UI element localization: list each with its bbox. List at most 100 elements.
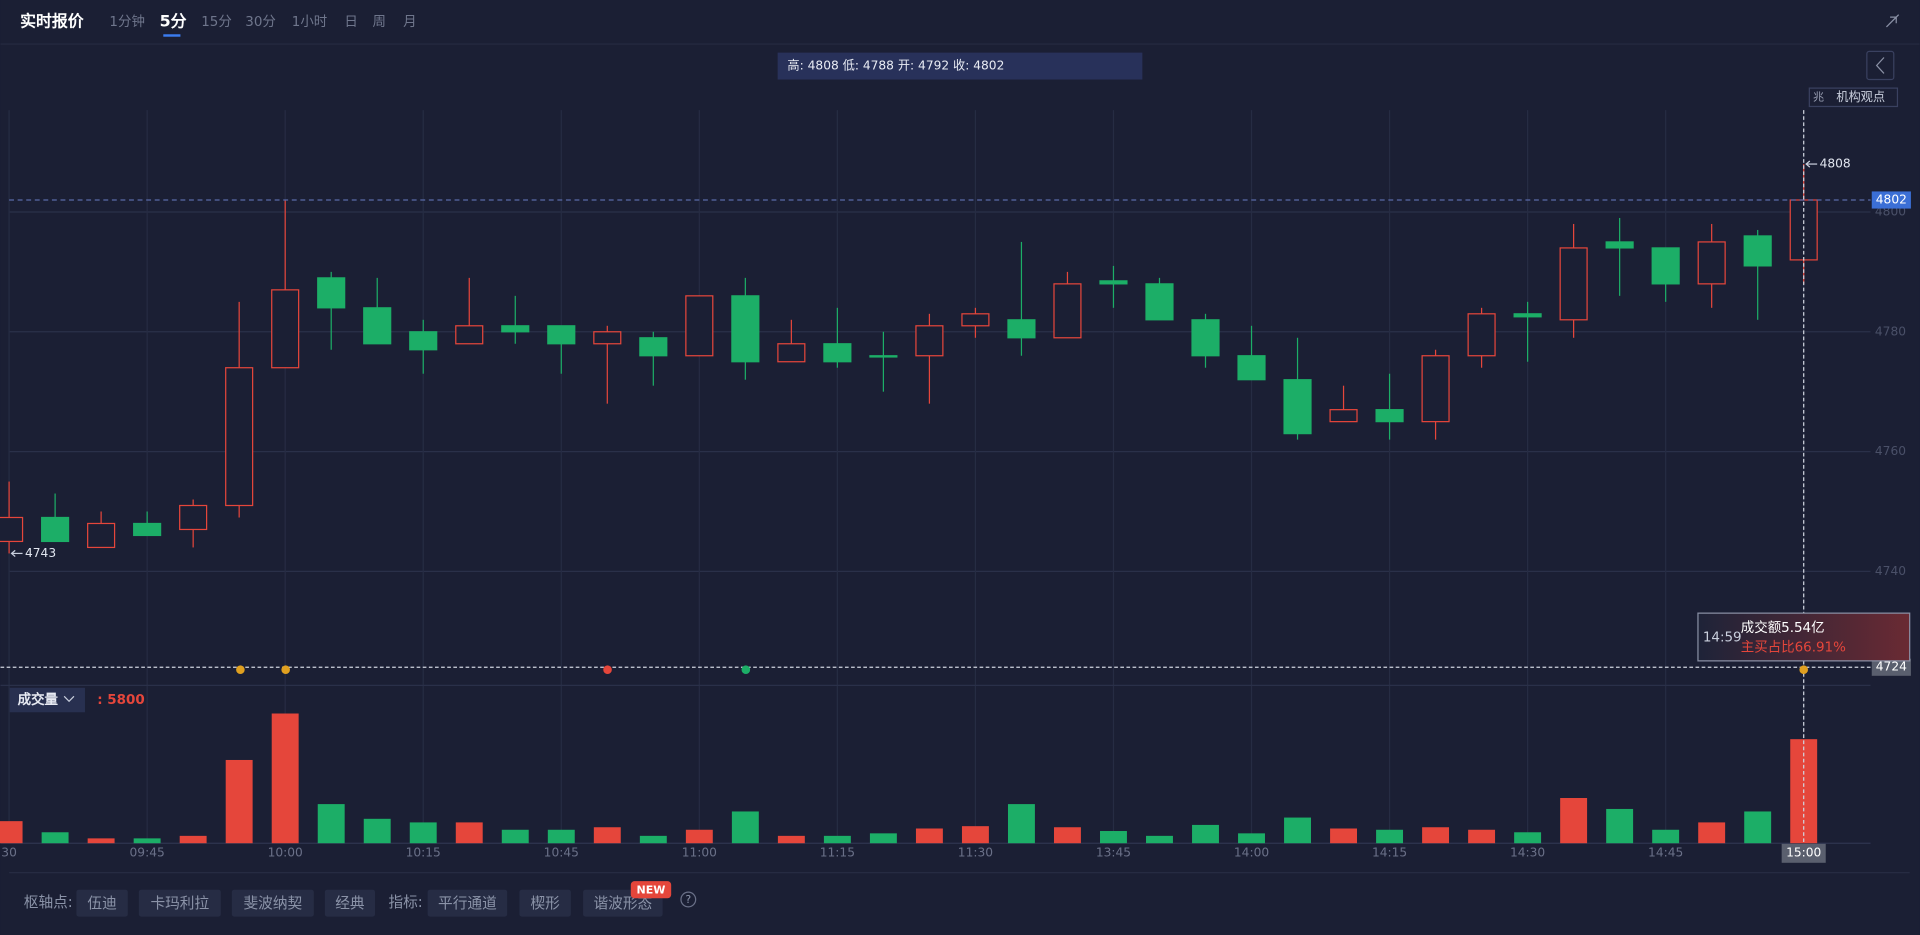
x-tick-label: 11:00 (682, 846, 717, 860)
candle-body (455, 325, 484, 345)
footer-button-label: 斐波纳契 (243, 895, 302, 912)
candle-body (869, 355, 898, 358)
volume-bar (639, 835, 667, 844)
y-tick-label: 4780 (1875, 324, 1906, 338)
candle-body (271, 289, 300, 369)
volume-bar (915, 828, 943, 844)
candle-body (1559, 247, 1588, 321)
footer-button-label: 经典 (335, 895, 365, 912)
candle-body (777, 343, 806, 363)
footer-button[interactable] (138, 889, 221, 917)
tab[interactable]: 1分钟 (109, 13, 144, 30)
side-box[interactable] (1808, 87, 1899, 108)
volume-selector[interactable] (9, 687, 85, 713)
volume-bar (317, 804, 345, 844)
volume-bar (1468, 829, 1496, 844)
volume-bar (501, 829, 529, 844)
signal-dot (741, 665, 751, 674)
candle-body (1145, 283, 1174, 321)
candle-body (915, 325, 944, 357)
volume-bar (41, 832, 69, 844)
tab[interactable]: 周 (373, 15, 386, 30)
tab[interactable]: 30分 (245, 14, 276, 30)
x-tick-label: 10:45 (544, 846, 579, 860)
candle-body (501, 325, 530, 333)
footer-button[interactable] (324, 889, 376, 917)
x-tick-label: 14:15 (1372, 846, 1407, 860)
new-badge (630, 881, 672, 899)
volume-bar (1698, 822, 1726, 844)
candle-body (1697, 241, 1726, 285)
candle-body (1237, 355, 1266, 381)
back-button[interactable] (1866, 50, 1895, 81)
indicator-label: 指标: (388, 894, 422, 911)
footer-button-label: 谐波形态 (593, 895, 652, 912)
volume-bar (225, 759, 253, 844)
volume-bar (363, 818, 391, 844)
volume-bar (1238, 833, 1265, 844)
ohlc-readout: 高: 4808 低: 4788 开: 4792 收: 4802 (787, 58, 1004, 73)
x-tick-label: 14:45 (1648, 846, 1683, 860)
candle-body (41, 516, 70, 543)
volume-bar (1514, 832, 1542, 844)
candle-body (1651, 247, 1680, 285)
volume-bar (87, 838, 115, 844)
x-tick-label: 14:30 (1510, 846, 1545, 860)
footer-button[interactable] (231, 889, 314, 917)
candle-body (1467, 313, 1496, 357)
help-icon[interactable] (680, 891, 697, 908)
volume-readout: : 5800 (97, 693, 145, 708)
extreme-label: 4743 (25, 546, 56, 560)
candle-body (593, 331, 622, 345)
footer-button[interactable] (427, 889, 508, 917)
x-tick-label: 11:30 (958, 846, 993, 860)
candle-body (547, 325, 576, 345)
volume-bar (455, 822, 483, 844)
volume-bar (1146, 835, 1173, 844)
tab[interactable]: 月 (403, 15, 416, 30)
candle-body (1329, 409, 1358, 423)
volume-bar (409, 822, 437, 844)
candle-body (1191, 319, 1220, 357)
footer-button-label: 卡玛利拉 (150, 895, 209, 912)
volume-bar (777, 835, 805, 844)
crosshair-label: 4724 (1876, 660, 1907, 674)
readout-box (777, 52, 1143, 80)
volume-bar (685, 829, 713, 844)
tab[interactable]: 15分 (201, 14, 232, 30)
footer-button[interactable] (76, 889, 128, 917)
candle-body (685, 295, 714, 357)
x-tick-label: 13:45 (1096, 846, 1131, 860)
volume-bar (593, 827, 621, 844)
volume-bar (1192, 824, 1219, 844)
candle-body (179, 504, 208, 531)
candle-body (731, 295, 760, 363)
footer-button[interactable] (519, 889, 571, 917)
candle-body (1421, 355, 1450, 423)
candle-body (1099, 280, 1128, 285)
volume-bar (1376, 829, 1404, 844)
volume-bar (547, 829, 575, 844)
last-price-badge (1871, 191, 1911, 209)
tab-underline (163, 34, 181, 37)
candle-body (1605, 241, 1634, 249)
toolbar-title: 实时报价 (20, 12, 84, 31)
side-link[interactable]: 机构观点 (1836, 89, 1885, 104)
volume-bar (1330, 828, 1358, 844)
x-label-badge (1781, 843, 1826, 863)
volume-bar (1744, 811, 1772, 844)
candle-body (363, 307, 392, 345)
collapse-icon[interactable] (1886, 14, 1900, 28)
tab[interactable]: 1小时 (292, 14, 327, 30)
tab[interactable]: 日 (344, 15, 357, 30)
signal-dot (281, 665, 290, 674)
volume-bar (1053, 827, 1081, 844)
candle-body (0, 516, 24, 543)
signal-dot (1799, 665, 1808, 674)
side-icon: 兆 (1813, 90, 1824, 103)
volume-bar (1100, 831, 1127, 844)
signal-dot (603, 665, 612, 674)
tab[interactable]: 5分 (160, 12, 187, 31)
